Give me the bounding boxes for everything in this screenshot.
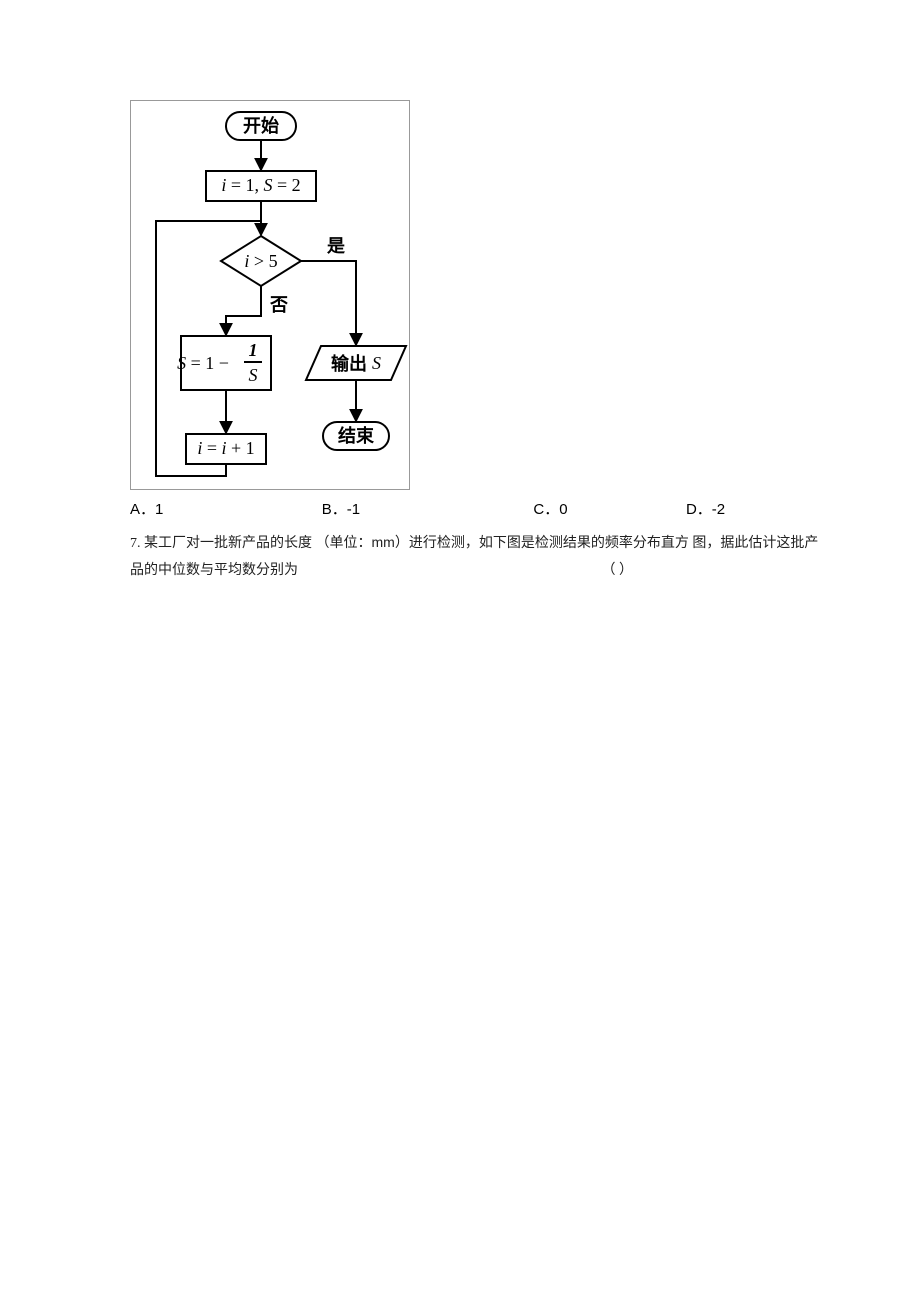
- option-C-value: 0: [559, 501, 567, 518]
- flowchart-svg: 开始 i = 1, S = 2 i > 5 是 否: [131, 101, 411, 491]
- label-yes: 是: [326, 236, 345, 256]
- node-init-label: i = 1, S = 2: [221, 175, 300, 195]
- option-D-prefix: D．: [686, 498, 712, 519]
- option-B: B．-1: [322, 498, 360, 519]
- option-A: A．1: [130, 498, 163, 519]
- q7-paren: （ ）: [602, 558, 634, 585]
- option-A-prefix: A．: [130, 498, 155, 519]
- node-assignI-label: i = i + 1: [197, 438, 254, 458]
- q7-text-1a: 某工厂对一批新产品的长度 （单位：: [144, 536, 372, 551]
- option-C: C．0: [533, 498, 567, 519]
- option-D-value: -2: [712, 501, 725, 518]
- q7-text-2: 品的中位数与平均数分别为: [130, 563, 298, 578]
- q7-number: 7.: [130, 536, 141, 551]
- option-B-value: -1: [347, 501, 360, 518]
- option-D: D．-2: [686, 498, 725, 519]
- node-output-label: 输出 S: [331, 353, 381, 374]
- node-assignS-label-left: S = 1 −: [177, 353, 229, 373]
- answer-options: A．1 B．-1 C．0 D．-2: [130, 498, 820, 519]
- option-A-value: 1: [155, 501, 163, 518]
- node-end-label: 结束: [338, 425, 375, 446]
- edge-cond-output: [301, 261, 356, 344]
- node-cond-label: i > 5: [244, 251, 277, 271]
- option-C-prefix: C．: [533, 498, 559, 519]
- edge-cond-assignS: [226, 286, 261, 334]
- node-start-label: 开始: [243, 115, 279, 136]
- option-B-prefix: B．: [322, 498, 347, 519]
- flowchart-container: 开始 i = 1, S = 2 i > 5 是 否: [130, 100, 410, 490]
- q7-unit: mm: [372, 534, 395, 550]
- node-assignS-frac-num: 1: [249, 340, 258, 360]
- node-assignS-frac-den: S: [249, 365, 258, 385]
- label-no: 否: [269, 295, 288, 315]
- q7-text-1b: ）进行检测，如下图是检测结果的频率分布直方 图，据此估计这批产: [395, 536, 819, 551]
- question-7: 7. 某工厂对一批新产品的长度 （单位：mm）进行检测，如下图是检测结果的频率分…: [130, 529, 820, 584]
